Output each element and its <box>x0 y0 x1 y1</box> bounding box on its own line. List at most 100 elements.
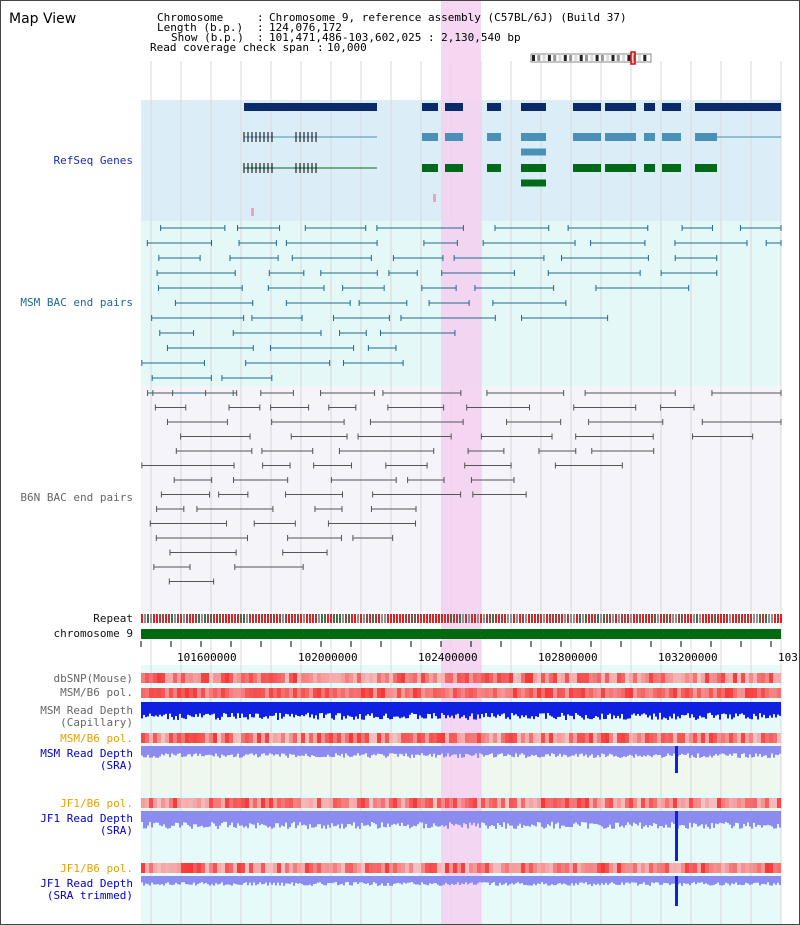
read-depth-bar <box>569 811 571 828</box>
read-depth-bar <box>633 811 635 823</box>
polymorphism-cell <box>181 688 185 698</box>
polymorphism-cell <box>141 688 145 698</box>
polymorphism-cell <box>757 863 761 873</box>
read-depth-bar <box>571 746 573 756</box>
read-depth-bar <box>323 746 325 757</box>
track-label-msm-depth-capillary[interactable]: MSM Read Depth <box>40 704 133 717</box>
polymorphism-cell <box>293 688 297 698</box>
track-label-msm-b6-pol[interactable]: MSM/B6 pol. <box>60 686 133 699</box>
track-label-jf1-depth-sra[interactable]: JF1 Read Depth <box>40 812 133 825</box>
repeat-mark <box>663 614 665 623</box>
polymorphism-cell <box>429 863 433 873</box>
read-depth-bar <box>149 702 151 714</box>
polymorphism-cell <box>541 688 545 698</box>
repeat-mark <box>306 614 308 623</box>
read-depth-bar <box>345 746 347 754</box>
axis-tick-label: 102800000 <box>538 651 598 664</box>
read-depth-bar <box>733 876 735 885</box>
polymorphism-cell <box>417 863 421 873</box>
track-label-dbsnp[interactable]: dbSNP(Mouse) <box>53 672 133 685</box>
read-depth-bar <box>399 876 401 884</box>
track-label-msm-bac[interactable]: MSM BAC end pairs <box>20 296 133 309</box>
repeat-mark <box>174 614 176 623</box>
read-depth-bar <box>319 746 321 758</box>
read-depth-bar <box>227 746 229 756</box>
track-label-jf1-depth-trimmed[interactable]: JF1 Read Depth <box>40 877 133 890</box>
read-depth-bar <box>655 876 657 883</box>
polymorphism-cell <box>369 733 373 743</box>
read-depth-bar <box>329 746 331 757</box>
polymorphism-cell <box>617 863 621 873</box>
track-label-msm-b6-pol-2[interactable]: MSM/B6 pol. <box>60 732 133 745</box>
read-depth-bar <box>417 746 419 755</box>
repeat-mark <box>198 614 200 623</box>
polymorphism-cell <box>633 673 637 683</box>
polymorphism-cell <box>337 798 341 808</box>
read-depth-bar <box>757 811 759 825</box>
polymorphism-cell <box>369 863 373 873</box>
read-depth-bar <box>641 702 643 715</box>
read-depth-bar <box>173 876 175 885</box>
polymorphism-cell <box>489 733 493 743</box>
read-depth-bar <box>609 876 611 884</box>
read-depth-bar <box>695 702 697 720</box>
polymorphism-cell <box>757 798 761 808</box>
polymorphism-cell <box>445 733 449 743</box>
polymorphism-cell <box>489 863 493 873</box>
polymorphism-cell <box>149 688 153 698</box>
polymorphism-cell <box>401 798 405 808</box>
read-depth-bar <box>473 811 475 823</box>
read-depth-bar <box>673 746 675 754</box>
polymorphism-cell <box>293 673 297 683</box>
track-label-msm-depth-sra[interactable]: MSM Read Depth <box>40 747 133 760</box>
polymorphism-cell <box>317 863 321 873</box>
read-depth-bar <box>147 811 149 826</box>
read-depth-bar <box>369 702 371 716</box>
track-label-repeat[interactable]: Repeat <box>93 612 133 625</box>
polymorphism-cell <box>445 673 449 683</box>
read-depth-bar <box>519 811 521 824</box>
read-depth-bar <box>725 746 727 756</box>
track-label-b6n-bac[interactable]: B6N BAC end pairs <box>20 491 133 504</box>
polymorphism-cell <box>321 673 325 683</box>
read-depth-bar <box>459 702 461 719</box>
read-depth-bar <box>359 876 361 883</box>
polymorphism-cell <box>721 673 725 683</box>
polymorphism-cell <box>313 673 317 683</box>
polymorphism-cell <box>357 673 361 683</box>
read-depth-bar <box>761 702 763 718</box>
polymorphism-cell <box>261 733 265 743</box>
read-depth-bar <box>643 811 645 827</box>
read-depth-bar <box>203 746 205 757</box>
polymorphism-cell <box>165 863 169 873</box>
read-depth-bar <box>595 876 597 885</box>
read-depth-bar <box>383 876 385 886</box>
read-depth-bar <box>385 702 387 714</box>
track-label-jf1-b6-pol-2[interactable]: JF1/B6 pol. <box>60 862 133 875</box>
read-depth-bar <box>723 746 725 754</box>
read-depth-bar <box>265 876 267 883</box>
polymorphism-cell <box>649 863 653 873</box>
read-depth-bar <box>413 811 415 826</box>
polymorphism-cell <box>505 673 509 683</box>
read-depth-bar <box>153 746 155 757</box>
track-label-jf1-b6-pol[interactable]: JF1/B6 pol. <box>60 797 133 810</box>
polymorphism-cell <box>341 673 345 683</box>
polymorphism-cell <box>205 688 209 698</box>
read-depth-bar <box>767 876 769 883</box>
read-depth-bar <box>499 702 501 717</box>
read-depth-bar <box>523 811 525 826</box>
polymorphism-cell <box>257 733 261 743</box>
read-depth-bar <box>765 746 767 756</box>
gene-marker <box>251 208 254 216</box>
polymorphism-cell <box>741 688 745 698</box>
polymorphism-cell <box>333 673 337 683</box>
read-depth-bar <box>485 746 487 756</box>
read-depth-bar <box>153 876 155 885</box>
track-label-refseq-genes[interactable]: RefSeq Genes <box>53 154 133 167</box>
read-depth-bar <box>325 876 327 886</box>
track-label-chromosome[interactable]: chromosome 9 <box>53 627 133 640</box>
polymorphism-cell <box>345 673 349 683</box>
read-depth-bar <box>429 876 431 884</box>
